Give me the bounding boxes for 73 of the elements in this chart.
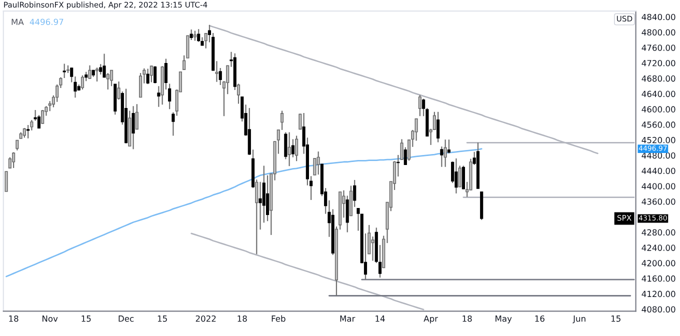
candlestick xyxy=(95,67,99,82)
x-tick-label: Dec xyxy=(118,316,134,322)
candlestick xyxy=(110,69,114,87)
y-tick-label: 4680.00 xyxy=(642,75,676,82)
candlestick xyxy=(316,150,320,176)
x-tick-label: 16 xyxy=(535,315,544,322)
y-tick-label: 4200.00 xyxy=(642,260,676,266)
candlestick xyxy=(436,111,440,143)
candlestick xyxy=(26,124,30,139)
candlestick xyxy=(298,113,302,130)
candlestick xyxy=(444,139,447,168)
candlestick xyxy=(8,156,12,169)
candlestick xyxy=(146,68,150,85)
candlestick xyxy=(193,30,197,42)
line-series xyxy=(190,232,424,310)
candlestick xyxy=(62,63,66,79)
y-tick-label: 4160.00 xyxy=(642,275,676,282)
candlestick xyxy=(37,114,40,129)
candlestick xyxy=(106,72,110,90)
candlestick xyxy=(418,94,422,117)
x-tick-label: 2022 xyxy=(196,315,216,322)
candlestick xyxy=(80,74,84,90)
candlestick xyxy=(288,132,291,167)
y-tick-label: 4760.00 xyxy=(642,44,676,51)
y-tick-label: 4240.00 xyxy=(642,244,676,251)
candlestick xyxy=(22,127,26,138)
candlestick xyxy=(132,106,135,150)
candlestick xyxy=(215,60,218,82)
x-tick-label: 14 xyxy=(376,316,385,322)
y-tick-label: 4120.00 xyxy=(642,290,676,298)
x-tick-label: Apr xyxy=(424,316,438,324)
candlestick xyxy=(88,64,92,80)
candlestick xyxy=(41,109,44,124)
x-tick-label: 15 xyxy=(158,316,167,322)
y-tick-label: 4640.00 xyxy=(642,90,676,98)
candlestick xyxy=(197,28,200,42)
candlestick xyxy=(258,181,262,230)
x-tick-label: May xyxy=(496,316,512,324)
candlestick xyxy=(313,158,316,176)
y-tick-label: 4520.00 xyxy=(642,136,676,144)
y-tick-label: 4280.00 xyxy=(642,229,676,236)
y-tick-label: 4560.00 xyxy=(642,122,676,128)
x-tick-label: Mar xyxy=(340,316,356,322)
x-tick-label: 18 xyxy=(9,315,18,322)
y-tick-label: 4400.00 xyxy=(642,183,676,190)
x-tick-label: 18 xyxy=(462,315,472,322)
y-tick-label: 4720.00 xyxy=(642,60,676,66)
candlestick xyxy=(150,65,153,83)
candlestick xyxy=(454,158,458,194)
y-tick-label: 4600.00 xyxy=(642,106,676,112)
candlestick xyxy=(172,112,175,136)
x-tick-label: 15 xyxy=(611,316,620,322)
candlestick xyxy=(139,72,142,98)
y-tick-label: 4840.00 xyxy=(642,14,676,20)
candlestick xyxy=(414,118,418,142)
x-tick-label: 18 xyxy=(238,315,247,322)
candlestick xyxy=(154,66,157,84)
candlestick xyxy=(4,170,8,192)
x-tick-label: Jun xyxy=(572,316,586,324)
candlestick xyxy=(440,146,444,168)
x-tick-label: Feb xyxy=(272,315,286,322)
candlestick xyxy=(447,139,450,154)
candlestick xyxy=(371,236,374,262)
candlestick xyxy=(12,152,16,169)
y-tick-label: 4360.00 xyxy=(642,198,676,205)
y-tick-label: 4080.00 xyxy=(642,306,676,312)
y-tick-label: 4440.00 xyxy=(642,168,676,174)
candlestick xyxy=(295,135,298,162)
x-tick-label: 15 xyxy=(82,316,91,322)
x-tick-label: Nov xyxy=(42,316,58,322)
y-tick-label: 4800.00 xyxy=(642,29,676,36)
annotation: 4496.97 xyxy=(30,18,64,26)
text: MA xyxy=(12,18,24,25)
